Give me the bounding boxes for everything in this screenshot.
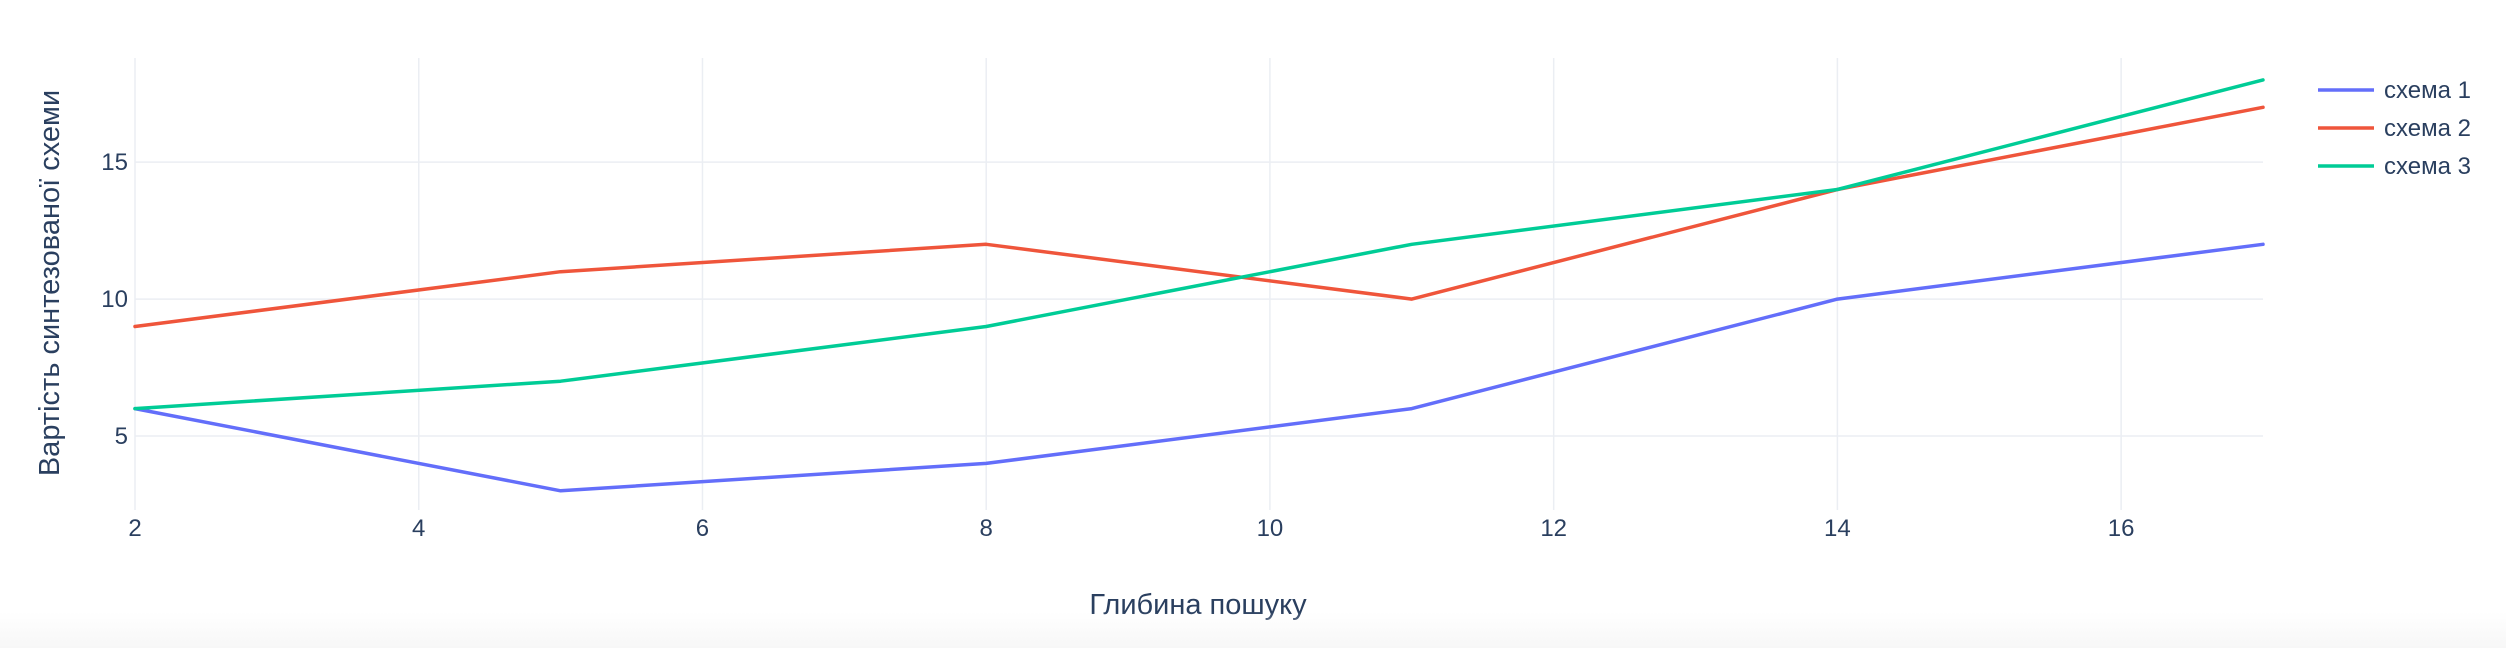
y-axis-title: Вартість синтезованої схеми: [34, 90, 66, 476]
x-tick-label: 6: [696, 515, 709, 542]
data-point: [985, 462, 988, 465]
data-point: [1836, 297, 1839, 301]
legend: схема 1 схема 2 схема 3: [2318, 77, 2471, 180]
series-line-3: [133, 78, 2265, 411]
data-point: [2261, 106, 2265, 109]
x-tick-label: 2: [128, 515, 141, 542]
data-point: [1410, 407, 1414, 410]
legend-label-3: схема 3: [2384, 153, 2471, 180]
data-point: [2261, 78, 2265, 82]
x-axis-ticks: 2 4 6 8 10 12 14 16: [128, 515, 2134, 542]
data-point: [559, 270, 562, 273]
y-tick-label: 5: [115, 423, 128, 450]
data-point: [985, 325, 988, 328]
series-line-2: [133, 105, 2265, 329]
data-point: [1410, 297, 1414, 301]
legend-label-1: схема 1: [2384, 77, 2471, 104]
x-tick-label: 16: [2108, 515, 2135, 542]
legend-label-2: схема 2: [2384, 115, 2471, 142]
data-point: [559, 380, 562, 383]
data-point: [1836, 188, 1839, 191]
data-point: [559, 489, 562, 493]
x-tick-label: 4: [412, 515, 425, 542]
data-point: [133, 325, 137, 328]
series-line-1: [133, 242, 2265, 493]
x-tick-label: 8: [980, 515, 993, 542]
y-tick-label: 15: [101, 149, 128, 176]
data-point: [2261, 243, 2265, 246]
x-tick-label: 10: [1257, 515, 1284, 542]
data-point: [985, 243, 988, 246]
y-axis-ticks: 5 10 15: [101, 149, 128, 450]
data-point: [133, 407, 137, 410]
x-tick-label: 14: [1824, 515, 1851, 542]
y-tick-label: 10: [101, 286, 128, 313]
x-axis-title: Глибина пошуку: [1089, 589, 1307, 621]
x-tick-label: 12: [1540, 515, 1567, 542]
plot-series: [133, 78, 2265, 493]
data-point: [1410, 243, 1414, 246]
